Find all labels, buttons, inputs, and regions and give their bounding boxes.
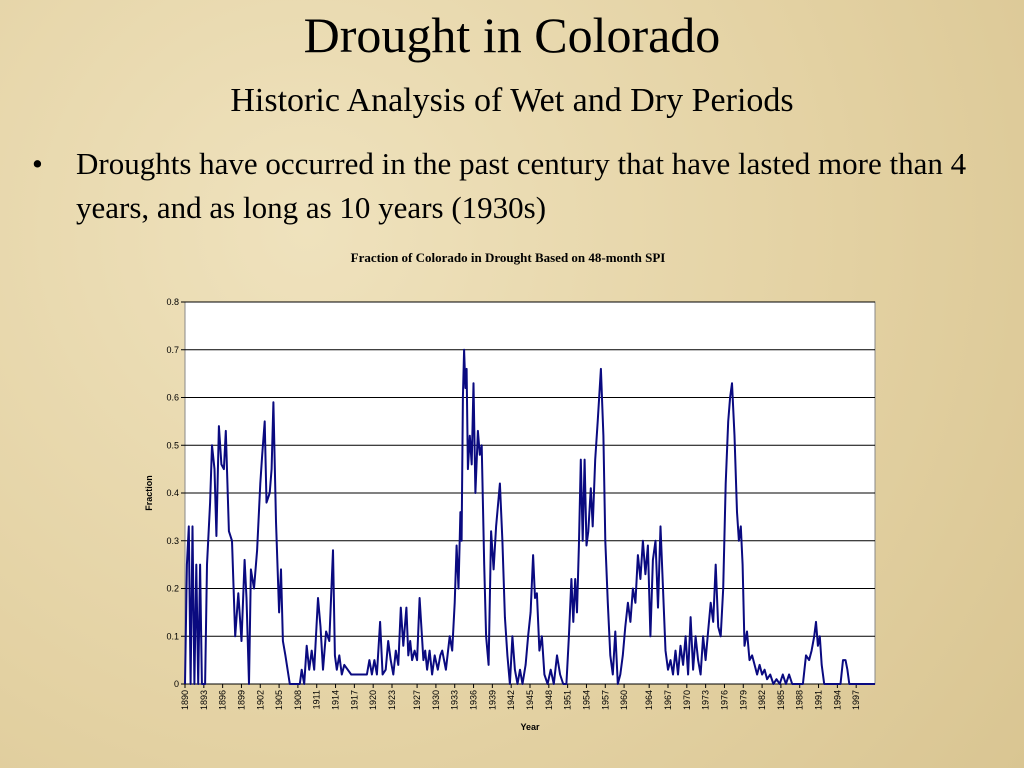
x-tick-label: 1973 bbox=[701, 690, 711, 710]
x-tick-label: 1945 bbox=[525, 690, 535, 710]
y-axis-label: Fraction bbox=[144, 475, 154, 511]
x-tick-label: 1936 bbox=[469, 690, 479, 710]
x-tick-label: 1927 bbox=[412, 690, 422, 710]
x-tick-label: 1893 bbox=[199, 690, 209, 710]
x-tick-label: 1896 bbox=[218, 690, 228, 710]
x-tick-label: 1923 bbox=[387, 690, 397, 710]
x-tick-label: 1994 bbox=[832, 690, 842, 710]
chart-title: Fraction of Colorado in Drought Based on… bbox=[351, 250, 666, 265]
y-tick-label: 0.3 bbox=[166, 536, 179, 546]
x-tick-label: 1967 bbox=[663, 690, 673, 710]
slide-subtitle: Historic Analysis of Wet and Dry Periods bbox=[230, 82, 794, 119]
x-tick-label: 1985 bbox=[776, 690, 786, 710]
x-tick-label: 1908 bbox=[293, 690, 303, 710]
y-tick-label: 0.6 bbox=[166, 393, 179, 403]
x-tick-label: 1951 bbox=[563, 690, 573, 710]
x-tick-label: 1914 bbox=[331, 690, 341, 710]
x-tick-label: 1954 bbox=[581, 690, 591, 710]
x-tick-label: 1976 bbox=[719, 690, 729, 710]
x-tick-label: 1911 bbox=[312, 690, 322, 709]
y-tick-label: 0.8 bbox=[166, 297, 179, 307]
x-tick-label: 1890 bbox=[180, 690, 190, 710]
y-tick-label: 0.5 bbox=[166, 440, 179, 450]
y-tick-label: 0.2 bbox=[166, 584, 179, 594]
x-tick-label: 1979 bbox=[738, 690, 748, 710]
x-tick-label: 1982 bbox=[757, 690, 767, 710]
bullet: Droughts have occurred in the past centu… bbox=[30, 142, 1024, 230]
x-tick-label: 1899 bbox=[236, 690, 246, 710]
x-tick-label: 1930 bbox=[431, 690, 441, 710]
x-tick-label: 1988 bbox=[795, 690, 805, 710]
y-tick-label: 0.7 bbox=[166, 345, 179, 355]
y-tick-label: 0.1 bbox=[166, 631, 179, 641]
slide-title: Drought in Colorado bbox=[303, 7, 721, 63]
x-tick-label: 1957 bbox=[600, 690, 610, 710]
x-tick-label: 1960 bbox=[619, 690, 629, 710]
x-tick-label: 1905 bbox=[274, 690, 284, 710]
x-tick-label: 1948 bbox=[544, 690, 554, 710]
x-tick-label: 1902 bbox=[255, 690, 265, 710]
y-tick-label: 0.4 bbox=[166, 488, 179, 498]
x-tick-label: 1970 bbox=[682, 690, 692, 710]
x-tick-label: 1942 bbox=[506, 690, 516, 710]
x-tick-label: 1917 bbox=[349, 690, 359, 710]
x-tick-label: 1964 bbox=[644, 690, 654, 710]
x-tick-label: 1997 bbox=[851, 690, 861, 710]
y-tick-label: 0 bbox=[174, 679, 179, 689]
x-axis-label: Year bbox=[520, 722, 540, 732]
x-tick-label: 1920 bbox=[368, 690, 378, 710]
data-line bbox=[184, 348, 875, 685]
x-tick-label: 1939 bbox=[487, 690, 497, 710]
x-tick-label: 1933 bbox=[450, 690, 460, 710]
x-tick-label: 1991 bbox=[814, 690, 824, 710]
